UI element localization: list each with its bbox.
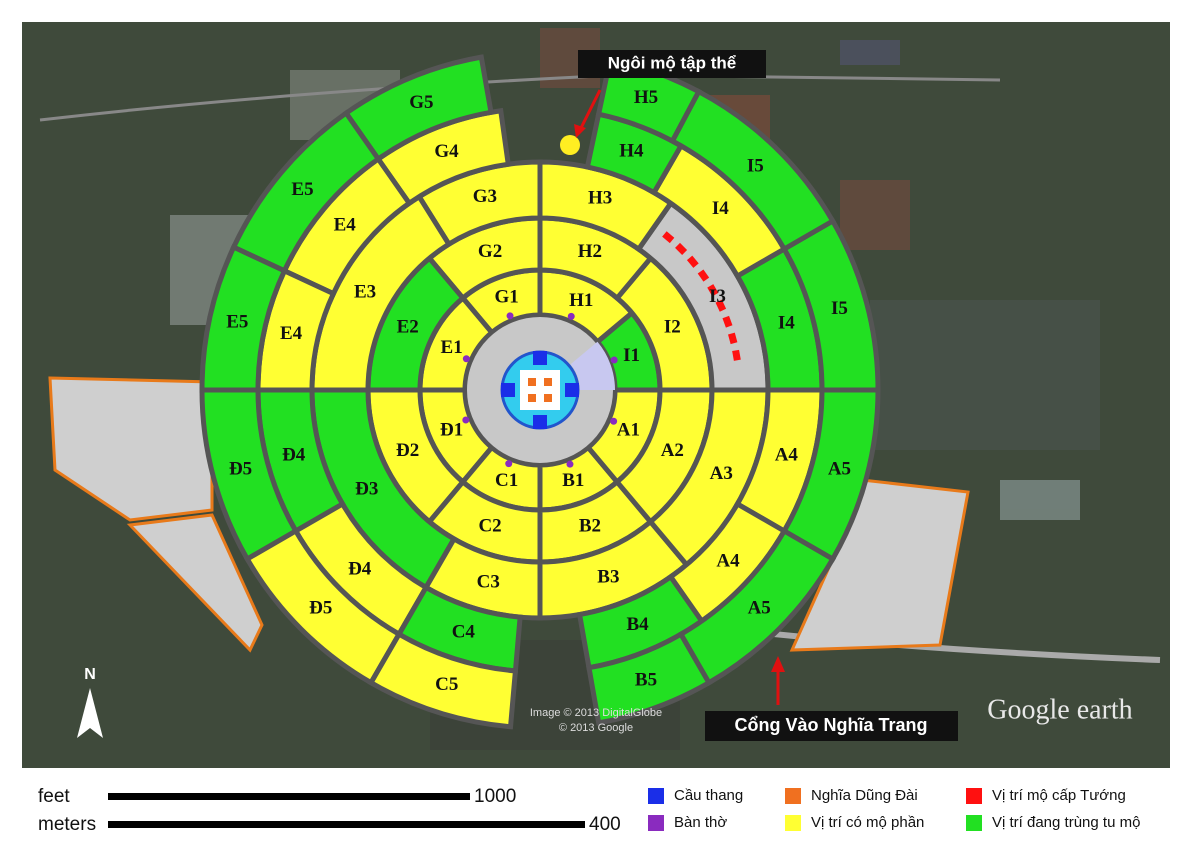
section-label: E1 — [441, 337, 463, 358]
annotation: Cổng Vào Nghĩa Trang — [734, 715, 927, 735]
section-label: C2 — [478, 516, 501, 537]
altar — [507, 312, 514, 319]
section-label: G2 — [478, 241, 502, 262]
legend-label: Cầu thang — [674, 787, 743, 804]
stairs — [533, 351, 547, 365]
section-label: E3 — [354, 281, 376, 302]
section-label: I4 — [712, 198, 729, 219]
altar — [568, 313, 575, 320]
annotation: Ngôi mộ tập thể — [608, 53, 737, 72]
credit: © 2013 Google — [559, 722, 633, 734]
section-label: A5 — [748, 598, 771, 619]
section-label: C4 — [452, 622, 476, 643]
altar — [566, 461, 573, 468]
legend-label: Vị trí đang trùng tu mộ — [992, 814, 1140, 831]
section-label: I3 — [709, 286, 726, 307]
credit: Image © 2013 DigitalGlobe — [530, 707, 662, 719]
scale-unit: feet — [38, 786, 70, 807]
brand: Google earth — [987, 694, 1132, 725]
section-label: Đ5 — [309, 598, 332, 619]
section-label: E4 — [280, 323, 303, 344]
section-label: G3 — [473, 186, 497, 207]
altar — [505, 460, 512, 467]
legend-swatch — [785, 815, 801, 831]
altar — [611, 357, 618, 364]
section-label: Đ1 — [440, 420, 463, 441]
section-label: E5 — [226, 311, 248, 332]
section-label: C3 — [477, 572, 500, 593]
altar — [463, 355, 470, 362]
altar — [462, 416, 469, 423]
scale-bar — [108, 821, 585, 828]
legend-label: Nghĩa Dũng Đài — [811, 787, 918, 804]
memorial — [528, 394, 536, 402]
section-label: G4 — [434, 141, 459, 162]
stairs — [501, 383, 515, 397]
section-label: H1 — [569, 290, 593, 311]
legend-label: Vị trí có mộ phần — [811, 814, 924, 831]
section-label: A4 — [716, 551, 740, 572]
section-label: B2 — [579, 516, 601, 537]
cemetery-map: I1 H1 G1 E1 Đ1 C1 B1 A1 I2 H2 G2 E2 Đ2 C2 B2 A2 I3 H3 G3 E3… — [0, 0, 1191, 854]
legend-label: Vị trí mộ cấp Tướng — [992, 787, 1126, 804]
section-label: I5 — [747, 155, 764, 176]
section-label: A3 — [710, 463, 733, 484]
memorial — [528, 378, 536, 386]
section-label: E4 — [334, 214, 357, 235]
section-label: C1 — [495, 470, 518, 491]
stairs — [533, 415, 547, 429]
section-label: A5 — [828, 459, 851, 480]
legend-swatch — [648, 815, 664, 831]
scale-unit: meters — [38, 814, 96, 835]
stairs — [565, 383, 579, 397]
section-label: I1 — [623, 345, 640, 366]
section-label: A1 — [617, 420, 640, 441]
scale-bar — [108, 793, 470, 800]
mass-grave-marker — [560, 135, 580, 155]
section-label: H3 — [588, 188, 612, 209]
memorial — [544, 394, 552, 402]
section-label: C5 — [435, 674, 458, 695]
section-label: B4 — [626, 614, 649, 635]
section-label: Đ2 — [396, 440, 419, 461]
section-label: E2 — [397, 317, 419, 338]
section-label: I5 — [831, 298, 848, 319]
scale-value: 400 — [589, 814, 621, 835]
section-label: B5 — [635, 670, 657, 691]
section-label: B3 — [597, 566, 619, 587]
legend-swatch — [966, 788, 982, 804]
section-label: A4 — [775, 444, 799, 465]
section-label: I2 — [664, 317, 681, 338]
legend-swatch — [785, 788, 801, 804]
legend-swatch — [648, 788, 664, 804]
section-label: G5 — [409, 92, 433, 113]
section-label: H5 — [634, 87, 658, 108]
north-label: N — [84, 666, 96, 683]
section-label: Đ4 — [282, 444, 306, 465]
scale-value: 1000 — [474, 786, 516, 807]
section-label: G1 — [495, 287, 519, 308]
section-label: H4 — [619, 140, 644, 161]
section-label: H2 — [578, 241, 602, 262]
legend-label: Bàn thờ — [674, 814, 727, 831]
section-label: Đ5 — [229, 459, 252, 480]
legend-swatch — [966, 815, 982, 831]
monument — [520, 370, 560, 410]
section-label: A2 — [661, 440, 684, 461]
section-label: Đ3 — [355, 478, 378, 499]
section-label: Đ4 — [348, 559, 372, 580]
memorial — [544, 378, 552, 386]
section-label: E5 — [291, 179, 313, 200]
section-label: I4 — [778, 312, 795, 333]
section-label: B1 — [562, 470, 584, 491]
